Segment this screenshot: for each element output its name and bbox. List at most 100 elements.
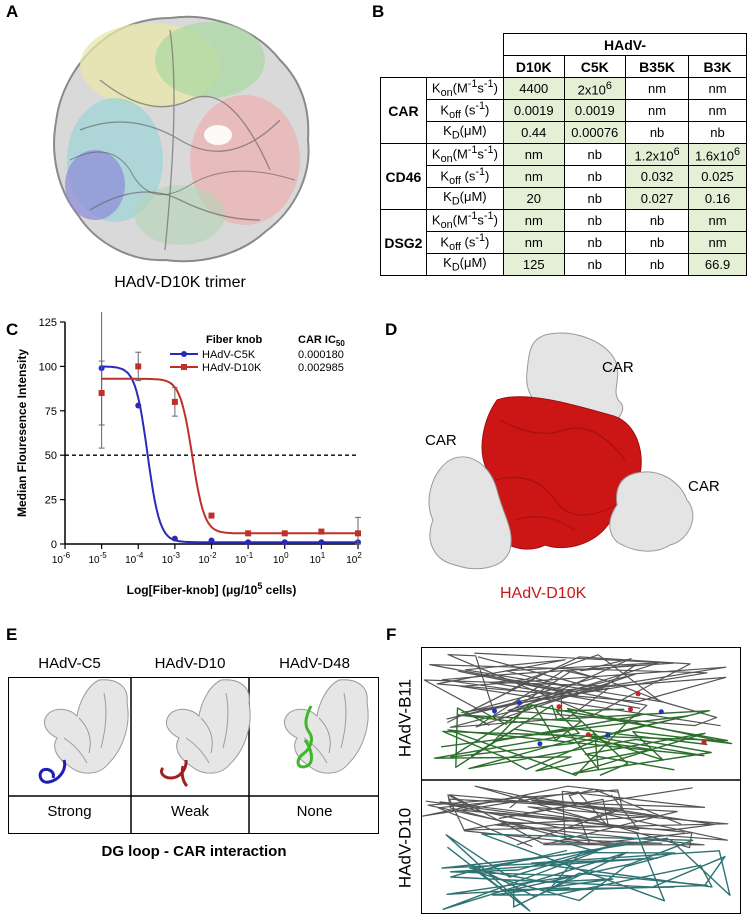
value-cell: 0.16 (688, 187, 747, 210)
value-cell: nb (563, 209, 627, 232)
column-header: B35K (625, 55, 690, 78)
parameter-cell: KD(μM) (425, 121, 505, 144)
car-label-left: CAR (425, 432, 457, 449)
value-cell: nb (625, 231, 690, 254)
y-tick-label: 75 (45, 406, 57, 418)
car-backbone-trace (489, 654, 718, 727)
table-row: Koff (s-1) nm nb 0.032 0.025 (381, 165, 747, 188)
data-point (135, 363, 142, 370)
binding-kinetics-table: HAdV- D10K C5K B35K B3K CAR Kon(M-1s-1) 4400 2x1… (380, 33, 747, 276)
fiber-knob-trace-b11 (447, 707, 733, 776)
structure-label-d10-wrap: HAdV-D10 (392, 790, 418, 910)
value-cell: 2x106 (563, 77, 627, 100)
structure-label-b11: HAdV-B11 (395, 678, 415, 758)
data-point (135, 402, 142, 409)
parameter-cell: KD(μM) (425, 253, 505, 276)
column-header: D10K (503, 55, 565, 78)
data-point (171, 535, 178, 542)
legend-swatch-marker (181, 351, 187, 357)
parameter-cell: Kon(M-1s-1) (425, 77, 505, 100)
x-axis-title: Log[Fiber-knob] (μg/105 cells) (127, 581, 297, 597)
x-tick-label: 10-1 (235, 551, 254, 566)
atom-marker (701, 739, 707, 745)
dg-loop-panel (8, 677, 379, 834)
value-cell: 0.032 (625, 165, 690, 188)
strength-d48: None (296, 803, 333, 820)
value-cell: nb (563, 253, 627, 276)
parameter-cell: KD(μM) (425, 187, 505, 210)
atom-marker (635, 691, 641, 697)
fiber-knob-trace-d10 (442, 833, 694, 910)
parameter-cell: Koff (s-1) (425, 165, 505, 188)
x-tick-label: 100 (273, 551, 289, 566)
value-cell: nb (625, 253, 690, 276)
x-tick-label: 10-3 (162, 551, 181, 566)
table-row: KD(μM) 20 nb 0.027 0.16 (381, 187, 747, 210)
atom-marker (585, 732, 591, 738)
y-tick-label: 125 (39, 317, 57, 329)
receptor-label: CAR (380, 77, 427, 144)
dg-loop-illustration (284, 679, 369, 774)
structure-label-d10: HAdV-D10 (395, 807, 415, 889)
dg-loop-ribbon (159, 759, 189, 788)
receptor-label: CD46 (380, 143, 427, 210)
dg-loop-title-d10: HAdV-D10 (154, 655, 226, 672)
legend-series-name: HAdV-C5K (202, 349, 256, 361)
value-cell: 1.2x106 (625, 143, 690, 166)
value-cell: 0.0019 (503, 99, 565, 122)
column-header: B3K (688, 55, 747, 78)
data-point (208, 537, 215, 544)
car-competition-chart: Median Flouresence Intensity Log[Fiber-kn… (15, 312, 362, 597)
trimer-caption: HAdV-D10K trimer (114, 274, 246, 291)
legend-ic50-value: 0.000180 (298, 349, 344, 361)
car-backbone-trace (460, 795, 729, 833)
value-cell: nb (625, 121, 690, 144)
table-row: Koff (s-1) nm nb nb nm (381, 231, 747, 254)
value-cell: nm (503, 231, 565, 254)
panel-label-b: B (372, 2, 385, 21)
panel-label-a: A (6, 2, 19, 21)
value-cell: nb (625, 209, 690, 232)
value-cell: 0.027 (625, 187, 690, 210)
parameter-cell: Kon(M-1s-1) (425, 143, 505, 166)
fiber-knob-trace-b11 (433, 707, 654, 772)
dg-loop-title-d48: HAdV-D48 (279, 655, 350, 672)
value-cell: nm (688, 99, 747, 122)
legend-series-name: HAdV-D10K (202, 362, 262, 374)
dg-loop-caption: DG loop - CAR interaction (101, 843, 287, 860)
atom-marker (556, 704, 562, 710)
parameter-cell: Kon(M-1s-1) (425, 209, 505, 232)
fit-curve (101, 365, 358, 544)
legend-ic50-value: 0.002985 (298, 362, 344, 374)
trimer-surface-image (53, 15, 310, 263)
x-tick-label: 10-4 (125, 551, 144, 566)
table-row: KD(μM) 125 nb nb 66.9 (381, 253, 747, 276)
value-cell: 20 (503, 187, 565, 210)
value-cell: 0.0019 (563, 99, 627, 122)
data-point (355, 530, 361, 537)
panel-label-d: D (385, 320, 398, 339)
value-cell: nb (563, 143, 627, 166)
data-point (281, 539, 288, 546)
atom-marker (605, 732, 611, 738)
data-point (98, 390, 105, 397)
interaction-structure-panel (421, 647, 741, 914)
table-row: KD(μM) 0.44 0.00076 nb nb (381, 121, 747, 144)
value-cell: nm (625, 99, 690, 122)
dg-loop-ribbon (296, 705, 313, 769)
strength-d10: Weak (170, 803, 210, 820)
value-cell: 0.025 (688, 165, 747, 188)
value-cell: 0.00076 (563, 121, 627, 144)
data-point (245, 539, 252, 546)
y-axis-title: Median Flouresence Intensity (15, 349, 29, 517)
fiber-knob-trace-b11 (450, 704, 710, 758)
data-point (318, 528, 325, 535)
data-point (171, 398, 178, 405)
value-cell: 1.6x106 (688, 143, 747, 166)
data-point (281, 530, 288, 537)
legend-swatch-marker (181, 364, 187, 370)
car-backbone-trace (437, 790, 706, 848)
hadv-header: HAdV- (503, 33, 747, 56)
table-row: DSG2 Kon(M-1s-1) nm nb nb nm (380, 209, 747, 276)
table-row: Koff (s-1) 0.0019 0.0019 nm nm (381, 99, 747, 122)
